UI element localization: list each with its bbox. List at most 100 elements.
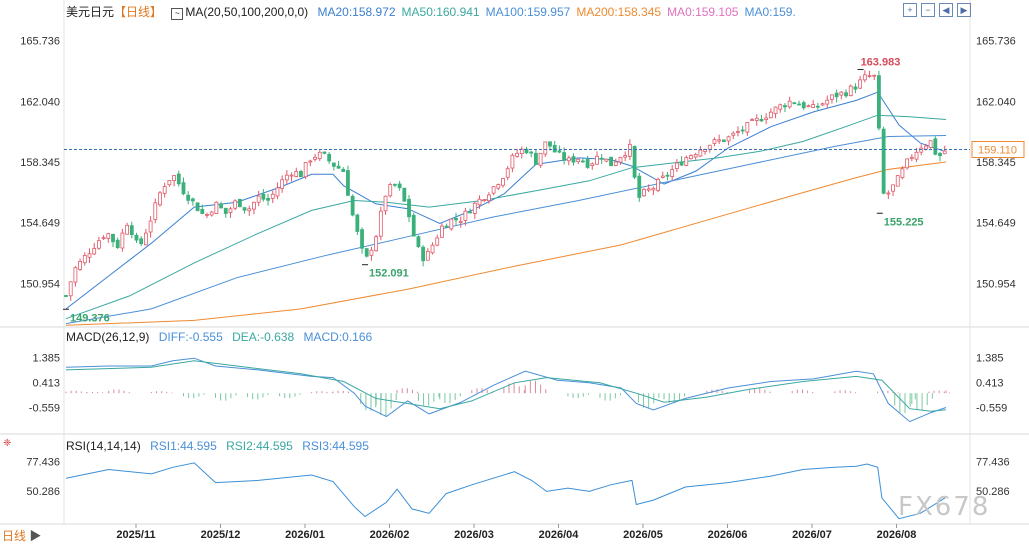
timeframe-selector[interactable]: 日线 ▶ [2,527,41,544]
candle-body [656,178,660,191]
candle-body [674,162,679,169]
candle-body [689,155,693,160]
candle-body [717,139,722,142]
ma-line-ma20 [65,91,947,310]
candle-body [797,103,801,106]
candle-body [806,105,811,108]
rsi1-value: RSI1:44.595 [150,439,217,453]
rsi-y-tick-left: 50.286 [26,486,60,498]
candle-body [726,136,731,142]
ma-toggle-icon[interactable]: ~ [171,8,184,20]
candle-body [289,174,294,177]
candle-body [364,248,369,257]
candle-body [331,162,336,167]
candle-body [468,211,473,214]
candle-body [143,232,148,246]
candle-body [844,92,848,97]
rsi-settings-icon[interactable]: ❈ [3,438,12,449]
candle-body [247,208,252,212]
candle-body [148,220,153,233]
candle-body [604,158,609,162]
x-tick-label: 2026/04 [539,529,580,541]
candle-body [820,103,825,106]
macd-y-tick-left: 1.385 [32,352,60,364]
zoom-in-icon[interactable]: + [903,3,917,17]
candle-body [125,224,129,235]
y-tick-right: 165.736 [976,36,1016,48]
y-tick-right: 158.345 [976,157,1016,169]
candle-body [449,218,454,230]
candle-body [778,104,783,110]
y-tick-right: 150.954 [976,278,1016,290]
rsi-y-tick-right: 50.286 [976,486,1010,498]
macd-y-tick-left: 0.413 [32,377,60,389]
x-tick-label: 2026/01 [285,529,325,541]
candle-body [430,244,435,254]
candle-body [801,102,806,109]
candle-body [378,210,383,237]
candle-body [294,171,299,177]
candle-body [576,158,581,163]
candle-body [792,102,797,105]
scroll-left-icon[interactable]: ◀ [939,3,953,17]
candle-body [68,281,73,297]
candle-body [158,192,162,206]
ma-value-0: MA20:158.972 [317,5,396,19]
candle-body [825,99,830,105]
candle-body [557,150,562,153]
candle-body [580,160,585,163]
scroll-right-icon[interactable]: ▶ [957,3,971,17]
candle-body [754,117,759,121]
candle-body [815,105,820,108]
watermark: FX678 [898,492,991,522]
candle-body [388,184,393,197]
candle-body [867,75,872,78]
x-tick-label: 2026/08 [877,529,917,541]
candle-body [590,163,595,167]
candle-body [740,129,745,132]
y-tick-left: 154.649 [20,218,60,230]
candle-body [237,198,242,208]
candle-body [186,194,191,201]
candle-body [627,143,632,157]
zoom-out-icon[interactable]: − [921,3,935,17]
y-tick-left: 165.736 [20,36,60,48]
candle-body [538,152,543,166]
candle-body [900,168,905,178]
candle-body [637,175,642,198]
symbol-label: 美元日元 [66,5,115,19]
x-tick-label: 2025/12 [201,529,241,541]
candle-body [134,234,139,241]
candle-body [839,91,844,96]
candle-body [416,236,421,247]
candle-body [834,92,839,98]
candle-body [529,151,534,154]
y-tick-left: 150.954 [20,278,60,290]
candle-body [270,193,275,199]
candle-body [632,145,637,178]
candle-body [280,179,285,189]
ma-value-5: MA0:159. [744,5,796,19]
y-tick-right: 154.649 [976,218,1016,230]
ma-line-ma100 [65,135,947,325]
candle-body [369,249,374,256]
candle-body [510,154,515,169]
macd-diff: DIFF:-0.555 [158,330,223,344]
candle-body [895,175,900,187]
candle-body [942,150,947,155]
candle-body [783,105,787,108]
candle-body [491,186,496,194]
candle-body [721,139,726,142]
candle-body [905,158,910,169]
macd-y-tick-left: -0.559 [29,403,60,415]
candle-body [393,183,397,186]
timeframe-label: 【日线】 [114,5,163,19]
candle-body [642,188,646,197]
candle-body [252,201,256,210]
candle-body [78,260,82,270]
rsi2-value: RSI2:44.595 [226,439,293,453]
candle-body [773,106,778,114]
candle-body [877,75,881,129]
annotation-label: 155.225 [884,216,924,228]
